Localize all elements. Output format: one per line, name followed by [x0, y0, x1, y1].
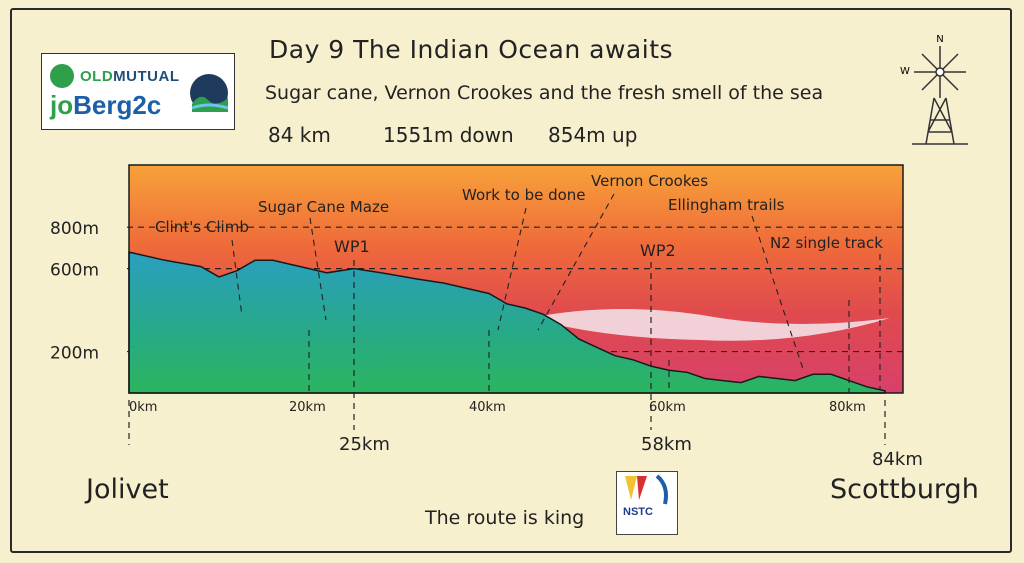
- end-km: 84km: [872, 449, 923, 470]
- annotation-label: Vernon Crookes: [591, 172, 708, 190]
- x-axis-ticks: 0km 20km 40km 60km 80km: [129, 400, 866, 415]
- chart-frame: [128, 164, 904, 394]
- logo-top-text: OLDMUTUAL: [80, 68, 180, 85]
- annotation-label: Work to be done: [462, 186, 586, 204]
- waypoint-1-label: WP1: [334, 237, 370, 256]
- nstc-logo: NSTC: [616, 471, 678, 535]
- x-tick-label: 40km: [469, 400, 506, 415]
- waypoint-1-km: 25km: [339, 434, 390, 455]
- joberg2c-logo: OLDMUTUAL joBerg2c: [41, 53, 235, 130]
- x-tick-label: 60km: [649, 400, 686, 415]
- frame-border: [10, 8, 1012, 553]
- annotation-leader: [497, 207, 527, 331]
- logo-main-text: joBerg2c: [50, 90, 162, 120]
- y-axis-ticks: 200m 600m 800m: [50, 219, 99, 363]
- annotation-leader: [537, 193, 615, 331]
- annotation-label: Clint's Climb: [155, 218, 249, 236]
- cloud-streaks: [300, 285, 890, 341]
- x-tick-label: 20km: [289, 400, 326, 415]
- page-title: Day 9 The Indian Ocean awaits: [269, 35, 674, 64]
- x-tick-label: 80km: [829, 400, 866, 415]
- nstc-text: NSTC: [623, 506, 653, 518]
- waypoint-2-km: 58km: [641, 434, 692, 455]
- y-tick-label: 600m: [50, 261, 99, 281]
- descent-stat: 1551m down: [383, 123, 514, 147]
- tagline: The route is king: [425, 507, 585, 529]
- distance-stat: 84 km: [268, 123, 331, 147]
- annotation-label: N2 single track: [770, 234, 883, 252]
- nstc-emblem-icon: [625, 474, 668, 505]
- x-tick-label: 0km: [129, 400, 157, 415]
- annotation-label: Ellingham trails: [668, 196, 785, 214]
- y-tick-label: 800m: [50, 219, 99, 239]
- marker-lines: [128, 260, 886, 445]
- annotations: Clint's Climb Sugar Cane Maze Work to be d…: [155, 172, 883, 390]
- ascent-stat: 854m up: [548, 123, 638, 147]
- skyline-icon: [190, 74, 229, 112]
- annotation-leader: [231, 239, 243, 317]
- old-mutual-emblem-icon: [50, 64, 74, 88]
- start-location: Jolivet: [86, 474, 169, 505]
- end-location: Scottburgh: [830, 474, 979, 505]
- compass-north: N: [936, 34, 943, 45]
- page-subtitle: Sugar cane, Vernon Crookes and the fresh…: [265, 82, 824, 104]
- y-tick-label: 200m: [50, 344, 99, 364]
- annotation-label: Sugar Cane Maze: [258, 198, 389, 216]
- compass-west: W: [900, 66, 910, 77]
- waypoint-2-label: WP2: [640, 241, 676, 260]
- elevation-area: [128, 251, 886, 394]
- annotation-leader: [751, 215, 805, 373]
- windmill-compass-icon: N W E S: [900, 34, 968, 145]
